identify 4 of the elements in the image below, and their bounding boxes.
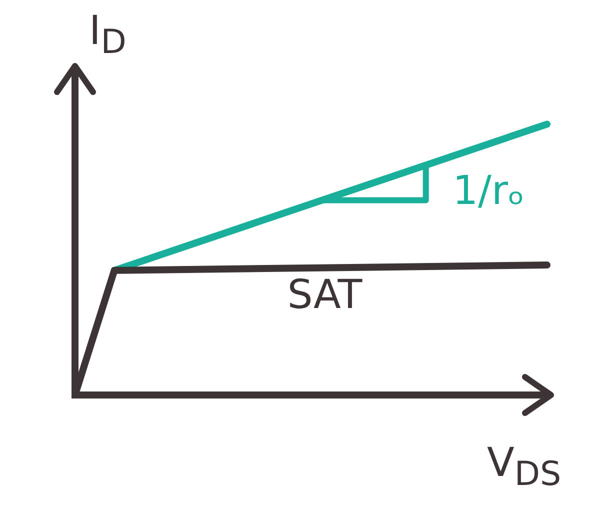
annotation: 1/rₒ <box>452 168 525 214</box>
y-axis-title: I$_{D}$ <box>89 8 126 61</box>
x-axis-title: V$_{DS}$ <box>487 440 562 493</box>
annotation: SAT <box>287 272 362 318</box>
